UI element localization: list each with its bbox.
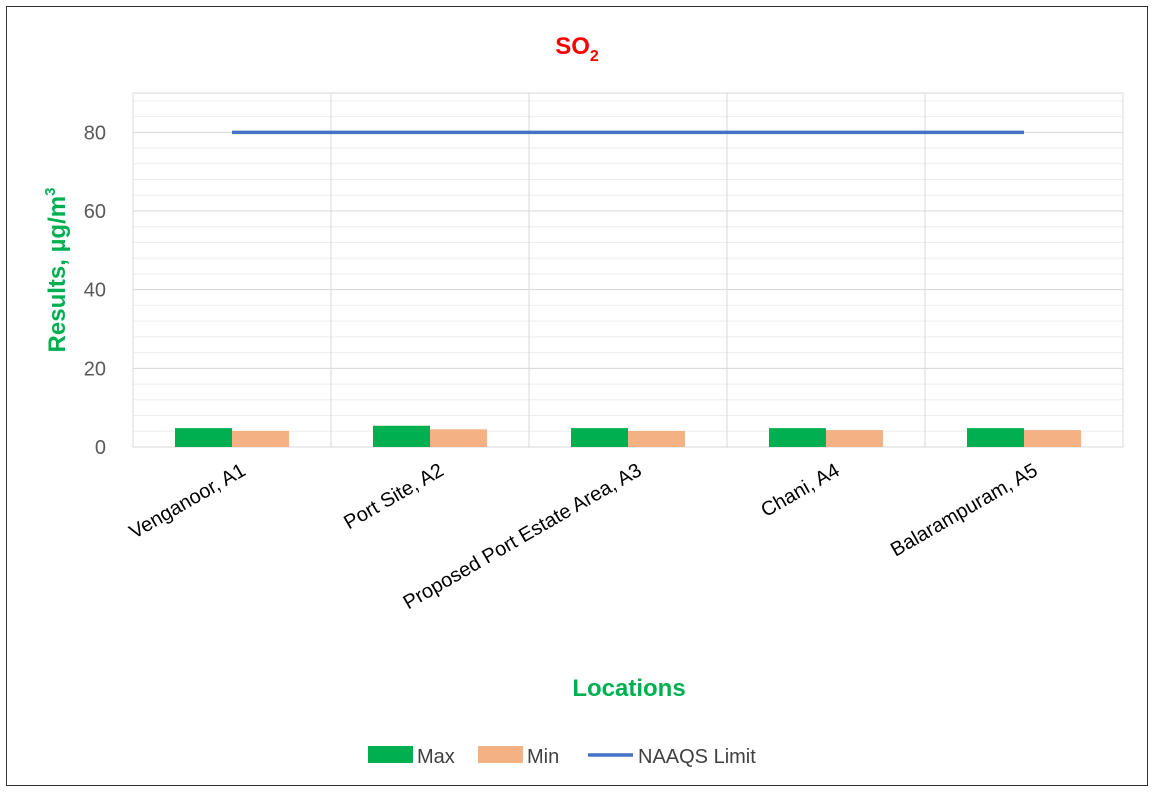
legend-label: Min [527, 746, 559, 768]
chart-frame [6, 6, 1148, 786]
y-tick-label: 0 [95, 437, 106, 459]
chart-title-text: SO2 [555, 33, 599, 65]
bar-max [967, 428, 1024, 447]
x-tick-label: Venganoor, A1 [126, 459, 250, 543]
bar-max [571, 428, 628, 447]
bar-min [1024, 430, 1081, 447]
bar-min [232, 430, 289, 447]
legend-swatch-min [478, 746, 523, 763]
y-tick-label: 80 [84, 122, 106, 144]
bar-min [628, 430, 685, 447]
y-axis-ticks: 0 20 40 60 80 [84, 122, 106, 459]
x-tick-label: Port Site, A2 [340, 459, 447, 534]
legend-swatch-max [368, 746, 413, 763]
y-tick-label: 40 [84, 280, 106, 302]
legend: Max Min NAAQS Limit [368, 746, 756, 768]
bar-max [769, 428, 826, 447]
y-axis-title: Results, µg/m3 [42, 188, 71, 353]
y-tick-label: 60 [84, 201, 106, 223]
x-tick-label: Balarampuram, A5 [887, 459, 1041, 561]
legend-label: Max [417, 746, 455, 768]
bar-max [175, 428, 232, 447]
gridlines [132, 92, 1124, 448]
bar-min [826, 430, 883, 447]
legend-label: NAAQS Limit [638, 746, 756, 768]
bars [175, 425, 1081, 447]
x-tick-label: Chani, A4 [757, 459, 843, 521]
y-tick-label: 20 [84, 358, 106, 380]
bar-max [373, 425, 430, 447]
x-axis-title: Locations [572, 675, 685, 702]
chart-title: SO2 [555, 33, 599, 65]
bar-min [430, 429, 487, 447]
